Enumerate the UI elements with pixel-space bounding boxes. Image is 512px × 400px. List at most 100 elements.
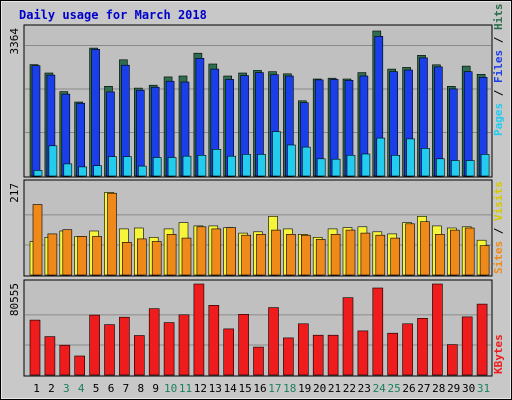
x-tick-label-16: 16 <box>253 382 266 395</box>
bar-sites-day-5 <box>92 236 102 276</box>
bar-pages-day-11 <box>182 155 192 177</box>
bar-sites-day-18 <box>286 234 296 276</box>
bar-kbytes-day-24 <box>372 287 384 376</box>
x-tick-label-5: 5 <box>93 382 100 395</box>
bar-pages-day-6 <box>108 156 117 177</box>
bar-pages-day-4 <box>78 166 87 177</box>
bar-pages-day-28 <box>436 158 445 177</box>
bar-pages-day-20 <box>316 158 326 177</box>
legend-hits: Hits <box>492 4 505 31</box>
x-tick-label-29: 29 <box>447 382 460 395</box>
bar-sites-day-10 <box>166 234 177 276</box>
bar-kbytes-day-17 <box>268 307 279 376</box>
x-tick-label-6: 6 <box>108 382 115 395</box>
x-tick-label-30: 30 <box>462 382 475 395</box>
bar-sites-day-20 <box>315 239 326 276</box>
bar-kbytes-day-20 <box>312 334 324 376</box>
bar-pages-day-16 <box>257 154 266 177</box>
bar-sites-day-30 <box>464 227 475 276</box>
bar-sites-day-27 <box>420 221 430 276</box>
legend-sep-1: / <box>492 83 505 103</box>
hits-ymax-label: 3364 <box>8 28 21 55</box>
bar-sites-day-17 <box>271 229 281 276</box>
x-tick-label-22: 22 <box>343 382 356 395</box>
bar-kbytes-day-13 <box>208 304 220 376</box>
bar-kbytes-day-15 <box>238 313 249 376</box>
x-tick-label-4: 4 <box>78 382 85 395</box>
bar-sites-day-12 <box>196 226 207 276</box>
bar-kbytes-day-30 <box>461 316 473 376</box>
bar-files-day-8 <box>136 89 145 177</box>
legend-files: Files <box>492 50 505 83</box>
x-tick-label-9: 9 <box>152 382 159 395</box>
bar-sites-day-26 <box>405 223 415 276</box>
bar-kbytes-day-11 <box>178 314 190 376</box>
x-tick-label-24: 24 <box>373 382 387 395</box>
bar-kbytes-day-10 <box>163 322 175 376</box>
bar-sites-day-6 <box>107 192 117 276</box>
bar-pages-day-22 <box>346 155 356 177</box>
bar-kbytes-day-23 <box>357 330 369 376</box>
bar-pages-day-3 <box>63 163 73 177</box>
bar-sites-day-24 <box>375 234 386 276</box>
bar-pages-day-18 <box>287 144 296 177</box>
bar-sites-day-4 <box>77 236 87 276</box>
bar-sites-day-2 <box>47 233 58 276</box>
x-tick-label-14: 14 <box>224 382 238 395</box>
bar-kbytes-day-18 <box>283 337 294 376</box>
bar-files-day-5 <box>91 48 100 177</box>
bar-sites-day-14 <box>226 227 236 276</box>
bar-pages-day-31 <box>480 154 490 177</box>
bar-pages-day-8 <box>138 165 147 177</box>
bar-pages-day-17 <box>272 131 281 177</box>
bar-pages-day-27 <box>421 148 430 177</box>
x-tick-label-13: 13 <box>209 382 222 395</box>
bar-pages-day-2 <box>48 145 58 177</box>
x-tick-label-12: 12 <box>194 382 207 395</box>
x-tick-label-7: 7 <box>123 382 130 395</box>
bar-sites-day-13 <box>211 228 222 276</box>
bars <box>29 30 490 376</box>
visits-ymax-label: 217 <box>8 183 21 203</box>
bar-kbytes-day-6 <box>104 324 115 376</box>
bar-pages-day-23 <box>361 153 371 177</box>
legend-sites: Sites <box>492 241 505 274</box>
bar-kbytes-day-3 <box>59 344 71 376</box>
x-tick-label-31: 31 <box>477 382 490 395</box>
x-tick-label-2: 2 <box>48 382 55 395</box>
bar-files-day-1 <box>31 65 41 177</box>
x-tick-label-28: 28 <box>432 382 445 395</box>
bar-sites-day-21 <box>330 234 341 276</box>
legend-sep-2: / <box>492 30 505 50</box>
bar-pages-day-14 <box>227 155 236 177</box>
bar-pages-day-24 <box>376 137 386 177</box>
bar-kbytes-day-25 <box>387 332 399 376</box>
bar-kbytes-day-5 <box>89 314 100 376</box>
bar-kbytes-day-12 <box>193 283 205 376</box>
bar-pages-day-7 <box>123 156 132 177</box>
bar-pages-day-25 <box>391 155 401 177</box>
x-tick-label-1: 1 <box>33 382 40 395</box>
x-tick-label-8: 8 <box>137 382 144 395</box>
bar-pages-day-12 <box>197 155 207 177</box>
bar-kbytes-day-31 <box>476 303 488 376</box>
bar-pages-day-15 <box>242 154 251 177</box>
legend-sep-3: / <box>492 221 505 241</box>
x-tick-label-10: 10 <box>164 382 177 395</box>
bar-pages-day-5 <box>93 165 102 177</box>
bar-sites-day-15 <box>241 234 251 276</box>
bar-sites-day-28 <box>435 234 445 276</box>
bar-sites-day-16 <box>256 234 266 276</box>
bar-kbytes-day-26 <box>402 323 413 376</box>
kbytes-ymax-label: 80555 <box>8 283 21 316</box>
x-tick-label-25: 25 <box>387 382 400 395</box>
x-tick-label-19: 19 <box>298 382 311 395</box>
bar-sites-day-8 <box>137 238 147 276</box>
x-axis-labels: 1 2 3 4 5 6 7 8 9 10 11 12 13 14 15 16 17 18 19 20 21 22 23 24 2… <box>33 382 490 395</box>
x-tick-label-17: 17 <box>268 382 281 395</box>
x-tick-label-23: 23 <box>358 382 371 395</box>
bar-kbytes-day-9 <box>148 308 160 376</box>
bar-kbytes-day-21 <box>327 334 339 376</box>
